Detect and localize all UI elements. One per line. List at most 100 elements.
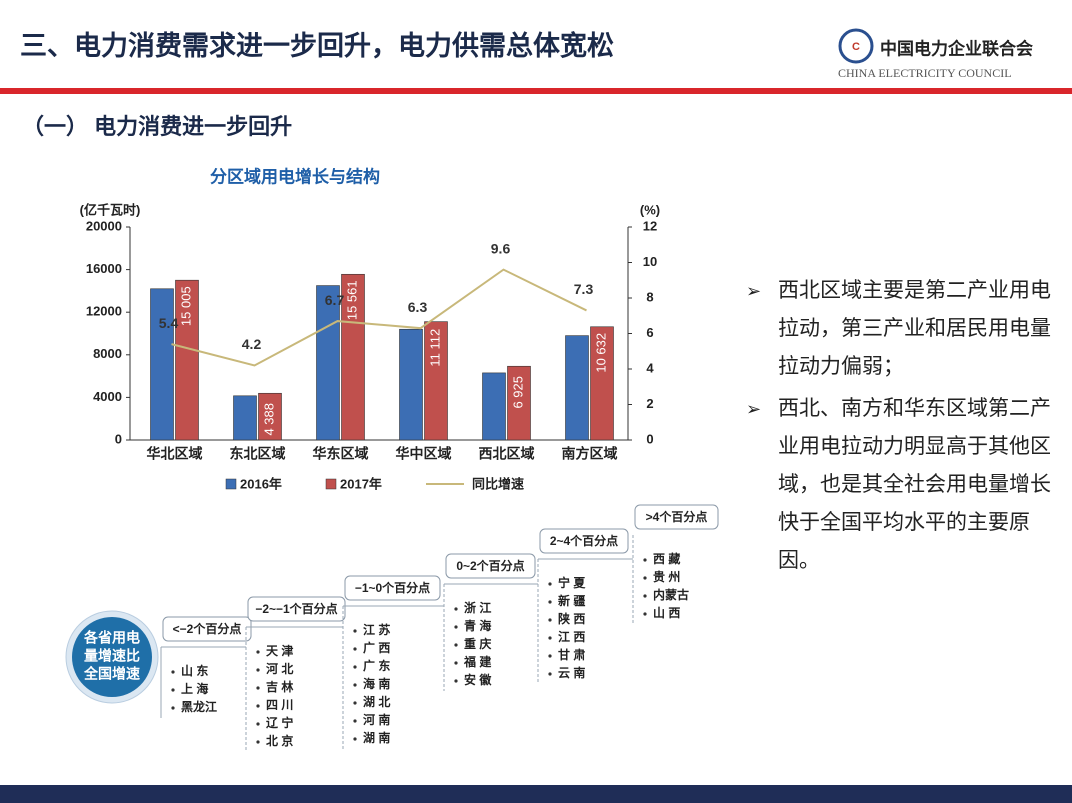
step-box (445, 553, 536, 579)
province-name: 天 津 (266, 643, 293, 658)
header-rule (0, 88, 1072, 94)
province-name: 湖 北 (363, 694, 390, 709)
line-series (171, 268, 587, 367)
bar (399, 328, 423, 441)
step-label: −1~0个百分点 (355, 580, 430, 595)
province-bullet (171, 688, 175, 692)
province-bullet (353, 683, 357, 687)
step-box (539, 528, 629, 554)
province-bullet (171, 706, 175, 710)
step-box (344, 575, 441, 601)
province-bullet (353, 629, 357, 633)
province-name: 重 庆 (464, 636, 491, 651)
slide-title: 三、电力消费需求进一步回升，电力供需总体宽松 (20, 30, 614, 61)
province-name: 宁 夏 (558, 575, 586, 590)
center-badge-label: 量增速比 (84, 648, 140, 664)
province-bullet (548, 672, 552, 676)
bullet: 西北区域主要是第二产业用电拉动，第三产业和居民用电量拉动力偏弱； (744, 272, 1054, 386)
step-label: <−2个百分点 (173, 621, 242, 636)
line-value-label: 4.2 (242, 336, 262, 352)
province-bullet (548, 600, 552, 604)
bar (258, 392, 282, 441)
province-bullet (548, 618, 552, 622)
bar (316, 285, 340, 441)
province-bullet (454, 607, 458, 611)
bar (175, 279, 199, 441)
province-bullet (643, 558, 647, 562)
province-name: 云 南 (558, 665, 585, 680)
footer-band (0, 785, 1072, 803)
y-tick-label: 4000 (93, 389, 122, 404)
province-name: 西 藏 (653, 551, 680, 566)
y-tick-label: 12000 (86, 304, 122, 319)
province-name: 上 海 (181, 681, 208, 696)
step-label: >4个百分点 (646, 509, 708, 524)
province-name: 浙 江 (464, 600, 491, 615)
province-bullet (643, 576, 647, 580)
province-name: 新 疆 (558, 593, 585, 608)
province-bullet (256, 686, 260, 690)
province-name: 吉 林 (266, 679, 293, 694)
province-name: 广 西 (363, 640, 390, 655)
bar (590, 326, 614, 441)
province-name: 湖 南 (363, 730, 390, 745)
province-name: 安 徽 (464, 672, 492, 687)
center-badge (72, 617, 152, 697)
x-tick-label: 华北区域 (147, 446, 203, 462)
bullet: 西北、南方和华东区域第二产业用电拉动力明显高于其他区 域，也是其全社会用电量增长… (744, 390, 1054, 580)
center-badge-label: 全国增速 (83, 666, 140, 682)
province-bullet (256, 740, 260, 744)
legend-label: 同比增速 (472, 476, 524, 491)
province-name: 福 建 (463, 654, 492, 669)
line-value-label: 6.3 (408, 299, 428, 315)
province-name: 江 西 (558, 629, 585, 644)
province-name: 河 北 (265, 661, 293, 676)
province-bullet (548, 654, 552, 658)
province-name: 青 海 (464, 618, 491, 633)
step-box (634, 504, 719, 530)
province-bullet (454, 661, 458, 665)
province-bullet (353, 665, 357, 669)
province-bullet (256, 704, 260, 708)
legend-label: 2017年 (340, 476, 382, 491)
province-name: 四 川 (266, 698, 293, 712)
y2-tick-label: 8 (646, 289, 653, 304)
bar-value-label: 15 561 (344, 280, 359, 320)
x-tick-label: 东北区域 (230, 446, 286, 462)
province-name: 黑龙江 (181, 699, 217, 714)
logo-mark: C (852, 41, 860, 53)
province-bullet (353, 719, 357, 723)
province-name: 辽 宁 (266, 715, 293, 730)
y2-axis-label: (%) (640, 202, 660, 217)
bar (507, 365, 531, 441)
province-bullet (353, 647, 357, 651)
legend-label: 2016年 (240, 476, 282, 491)
province-name: 山 西 (653, 605, 680, 620)
province-bullet (454, 643, 458, 647)
bar (565, 335, 589, 441)
org-name: 中国电力企业联合会 (880, 38, 1033, 58)
province-name: 北 京 (266, 733, 293, 748)
province-bullet (548, 636, 552, 640)
bar (424, 321, 448, 441)
y2-tick-label: 6 (646, 325, 653, 340)
province-name: 内蒙古 (653, 587, 689, 602)
y-tick-label: 20000 (86, 218, 122, 233)
step-label: 2~4个百分点 (550, 533, 618, 548)
y2-tick-label: 12 (643, 218, 657, 233)
step-label: 0~2个百分点 (456, 558, 524, 573)
province-bullet (643, 612, 647, 616)
province-bullet (171, 670, 175, 674)
province-name: 广 东 (363, 658, 390, 673)
step-box (247, 596, 346, 622)
step-label: −2~−1个百分点 (255, 601, 337, 616)
x-tick-label: 华中区域 (396, 446, 452, 462)
bar-value-label: 10 632 (593, 333, 608, 373)
x-tick-label: 华东区域 (313, 446, 369, 462)
line-value-label: 5.4 (159, 315, 179, 331)
line-value-label: 9.6 (491, 240, 511, 256)
chart-title: 分区域用电增长与结构 (210, 166, 380, 186)
province-name: 贵 州 (653, 569, 680, 584)
section-title: （一） 电力消费进一步回升 (22, 114, 292, 139)
